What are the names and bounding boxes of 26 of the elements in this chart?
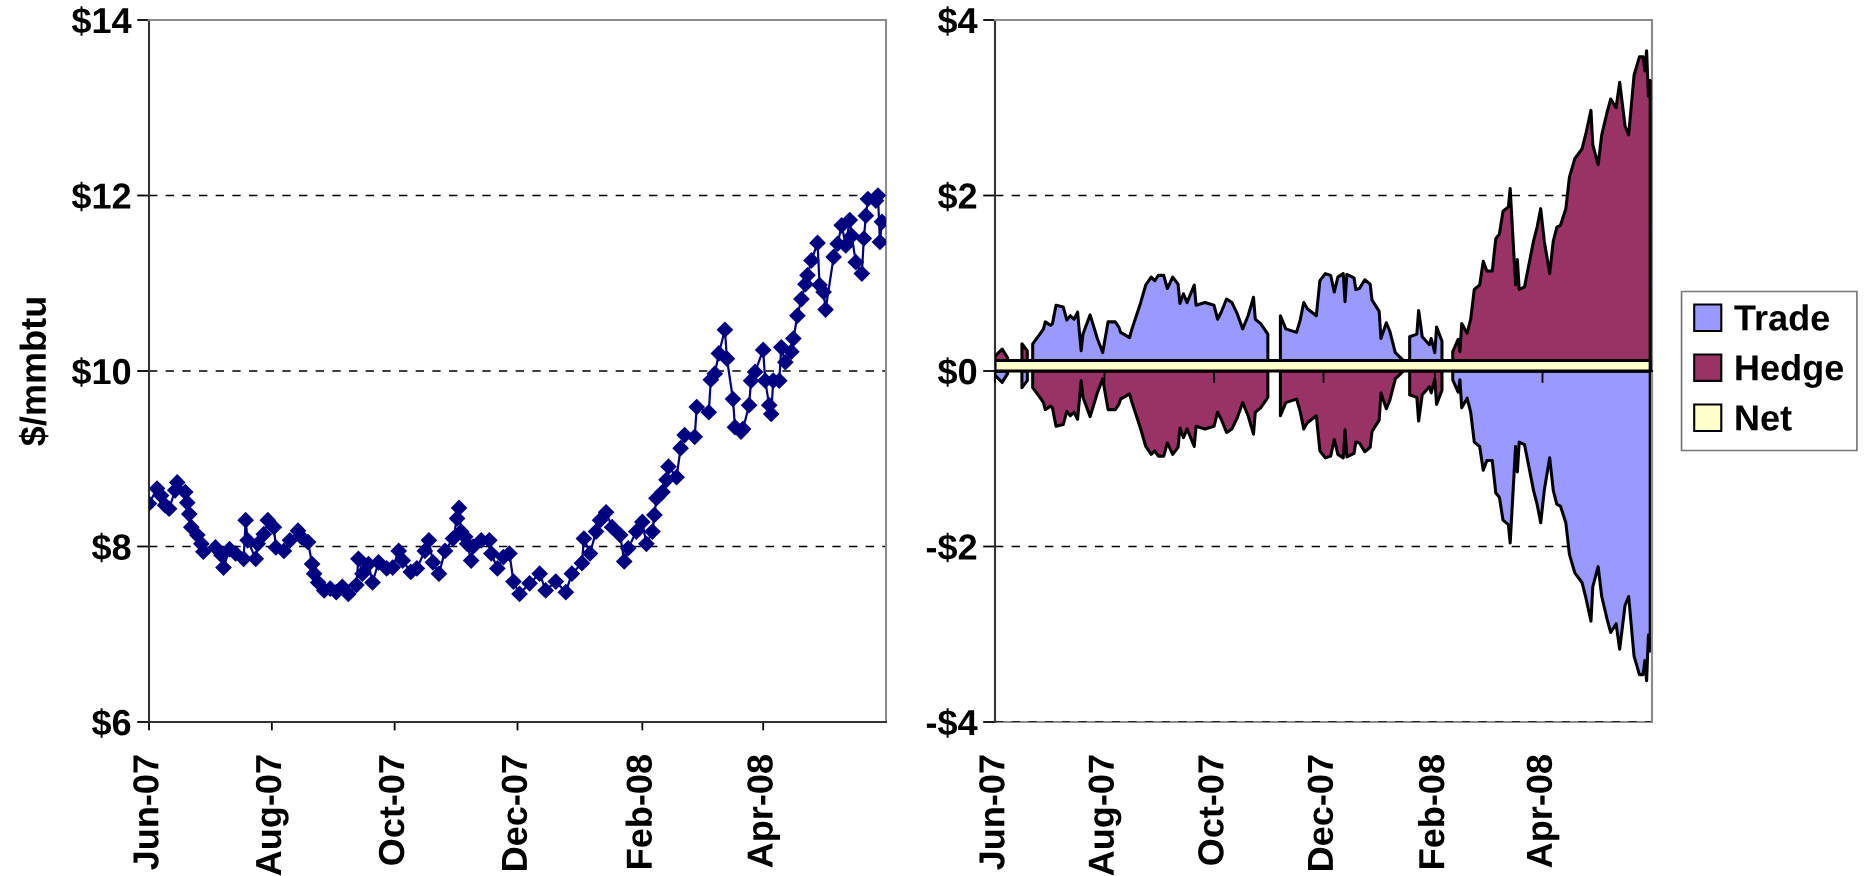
legend-label: Net bbox=[1736, 405, 1792, 431]
y-tick-label: $8 bbox=[91, 532, 131, 563]
y-tick-label: $6 bbox=[91, 708, 131, 738]
x-tick-label: Aug-07 bbox=[1088, 755, 1122, 876]
y-tick-label: $10 bbox=[71, 357, 131, 387]
x-tick-label: Aug-07 bbox=[255, 755, 289, 876]
x-tick-label: Feb-08 bbox=[625, 755, 653, 868]
y-tick-label: -$4 bbox=[926, 708, 978, 738]
legend-label: Hedge bbox=[1736, 354, 1844, 388]
x-tick-label: Feb-08 bbox=[1417, 755, 1445, 868]
x-tick-label: Dec-07 bbox=[501, 755, 528, 870]
y-axis-title: $/mmbtu bbox=[18, 298, 49, 446]
y-tick-label: $0 bbox=[937, 357, 977, 387]
y-tick-label: $4 bbox=[937, 6, 978, 36]
y-tick-label: $14 bbox=[71, 6, 132, 36]
y-tick-label: $12 bbox=[71, 181, 131, 212]
x-tick-label: Apr-08 bbox=[747, 755, 780, 868]
y-tick-label: -$2 bbox=[926, 532, 977, 563]
x-tick-label: Jun-07 bbox=[133, 755, 159, 870]
y-tick-label: $2 bbox=[937, 181, 977, 212]
x-tick-label: Dec-07 bbox=[1307, 755, 1334, 870]
x-tick-label: Apr-08 bbox=[1526, 755, 1560, 868]
x-tick-label: Oct-07 bbox=[378, 755, 405, 865]
x-tick-label: Jun-07 bbox=[979, 755, 1005, 870]
legend-label: Trade bbox=[1734, 304, 1830, 331]
x-tick-label: Oct-07 bbox=[1198, 755, 1224, 865]
